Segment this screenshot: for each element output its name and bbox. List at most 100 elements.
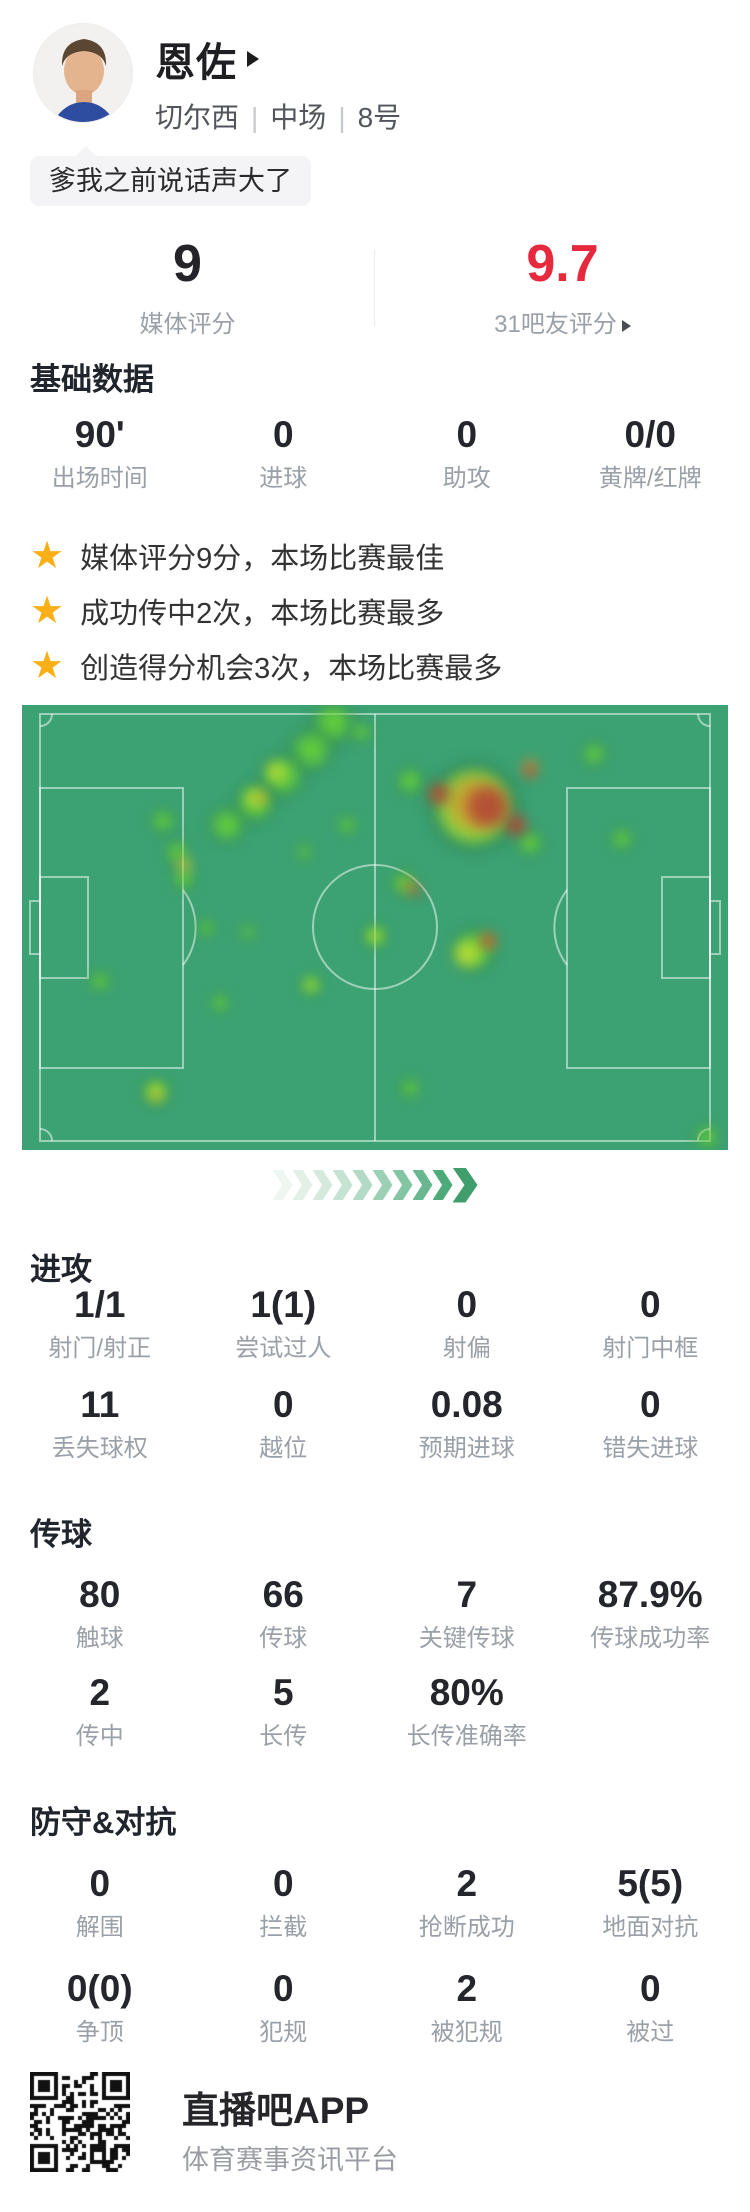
stat-cell: 0 射偏 [375,1284,559,1364]
stat-cell: 0.08 预期进球 [375,1384,559,1464]
fan-rating-value: 9.7 [526,235,599,293]
stat-value: 0.08 [430,1384,503,1425]
passing-stats-row: 80 触球 66 传球 7 关键传球 87.9% 传球成功率 [0,1574,750,1654]
separator: | [338,102,346,133]
stat-label: 争顶 [75,2019,124,2046]
stat-value: 80% [429,1672,504,1713]
stat-cell: 11 丢失球权 [8,1384,192,1464]
chevron-icon [392,1170,413,1200]
stat-value: 0 [639,1384,661,1425]
heat-blob [204,803,249,848]
stat-cell: 0 拦截 [192,1863,376,1943]
player-quote-bubble: 爹我之前说话声大了 [30,156,311,206]
stat-cell: 2 被犯规 [375,1968,559,2048]
stat-label: 拦截 [259,1914,308,1941]
player-position: 中场 [270,102,327,133]
highlight-text: 成功传中2次，本场比赛最多 [80,597,445,630]
stat-label: 射偏 [442,1335,491,1362]
stat-value: 2 [89,1672,111,1713]
app-tagline: 体育赛事资讯平台 [182,2145,398,2175]
highlights-list: ★ 媒体评分9分，本场比赛最佳 ★ 成功传中2次，本场比赛最多 ★ 创造得分机会3次，本场… [30,528,730,693]
heat-blob [207,991,232,1016]
heat-blob [86,967,113,994]
heat-blob [150,1090,163,1103]
stat-label: 传中 [75,1723,124,1750]
stat-cell: 2 抢断成功 [375,1863,559,1943]
heat-blob [578,738,609,769]
stat-cell: 2 传中 [8,1672,192,1752]
player-name: 恩佐 [155,41,237,85]
stat-cell: 0 越位 [192,1384,376,1464]
chevron-arrows-icon [0,1166,750,1204]
stat-cell: 87.9% 传球成功率 [559,1574,743,1654]
highlight-text: 媒体评分9分，本场比赛最佳 [80,542,445,575]
stat-cell: 0 助攻 [375,414,559,494]
attack-stats-row: 11 丢失球权 0 越位 0.08 预期进球 0 错失进球 [0,1384,750,1464]
stat-value: 0 [456,1284,478,1325]
stat-value: 5(5) [617,1863,684,1904]
player-avatar [33,23,133,123]
stat-label: 抢断成功 [418,1914,515,1941]
stat-value: 0 [272,1968,294,2009]
stat-label: 黄牌/红牌 [598,465,702,492]
stat-cell: 7 关键传球 [375,1574,559,1654]
highlight-row: ★ 成功传中2次，本场比赛最多 [30,583,730,638]
app-name: 直播吧APP [182,2090,370,2131]
stat-cell: 5(5) 地面对抗 [559,1863,743,1943]
stat-label: 触球 [75,1625,124,1652]
heat-blob [412,886,423,897]
stat-value: 0/0 [624,414,676,455]
heat-blob [393,763,428,798]
heat-blob [523,764,538,779]
stat-cell: 5 长传 [192,1672,376,1752]
heatmap-blobs [22,705,728,1150]
chevron-icon [272,1170,293,1200]
player-name-row[interactable]: 恩佐 [155,30,259,88]
stat-label: 被犯规 [430,2019,503,2046]
stat-value: 5 [272,1672,294,1713]
stat-label: 尝试过人 [235,1335,332,1362]
vertical-divider [374,250,375,326]
stat-value: 0 [456,414,478,455]
player-team: 切尔西 [155,102,240,133]
stat-value: 0 [639,1968,661,2009]
star-icon: ★ [30,644,65,687]
heat-blob [148,805,179,836]
heat-blob [367,928,383,945]
media-rating-value: 9 [173,235,202,293]
stat-value: 80 [79,1574,121,1615]
heat-blob [263,758,290,785]
stat-value: 87.9% [597,1574,703,1615]
section-title-attack: 进攻 [30,1252,92,1287]
stat-label: 长传准确率 [406,1723,527,1750]
fan-rating-label[interactable]: 31吧友评分 [375,304,750,339]
stat-label: 丢失球权 [51,1435,148,1462]
stat-cell: 1/1 射门/射正 [8,1284,192,1364]
stat-cell: 66 传球 [192,1574,376,1654]
fan-rating[interactable]: 9.7 31吧友评分 [375,236,750,339]
stat-label: 犯规 [259,2019,308,2046]
expand-arrow-icon [247,51,259,67]
chevron-icon [352,1170,373,1200]
stat-value: 1/1 [74,1284,126,1325]
heat-blob [425,781,452,807]
heat-blob [347,718,374,745]
chevron-icon [332,1170,353,1200]
defense-stats-row: 0(0) 争顶 0 犯规 2 被犯规 0 被过 [0,1968,750,2048]
heat-blob [194,916,217,939]
stat-cell: 0 射门中框 [559,1284,743,1364]
basic-stats-row: 90' 出场时间 0 进球 0 助攻 0/0 黄牌/红牌 [0,414,750,494]
stat-value: 1(1) [250,1284,317,1325]
stat-cell: 80 触球 [8,1574,192,1654]
chevron-icon [312,1170,333,1200]
stat-label: 射门/射正 [48,1335,152,1362]
section-title-basic: 基础数据 [30,362,154,397]
stat-label: 进球 [259,465,308,492]
stat-value: 0 [272,1863,294,1904]
qr-code [30,2072,130,2172]
player-photo-placeholder [34,24,132,122]
highlight-row: ★ 创造得分机会3次，本场比赛最多 [30,638,730,693]
stat-value: 11 [80,1384,120,1425]
stat-label: 传球 [259,1625,308,1652]
separator: | [251,102,259,133]
